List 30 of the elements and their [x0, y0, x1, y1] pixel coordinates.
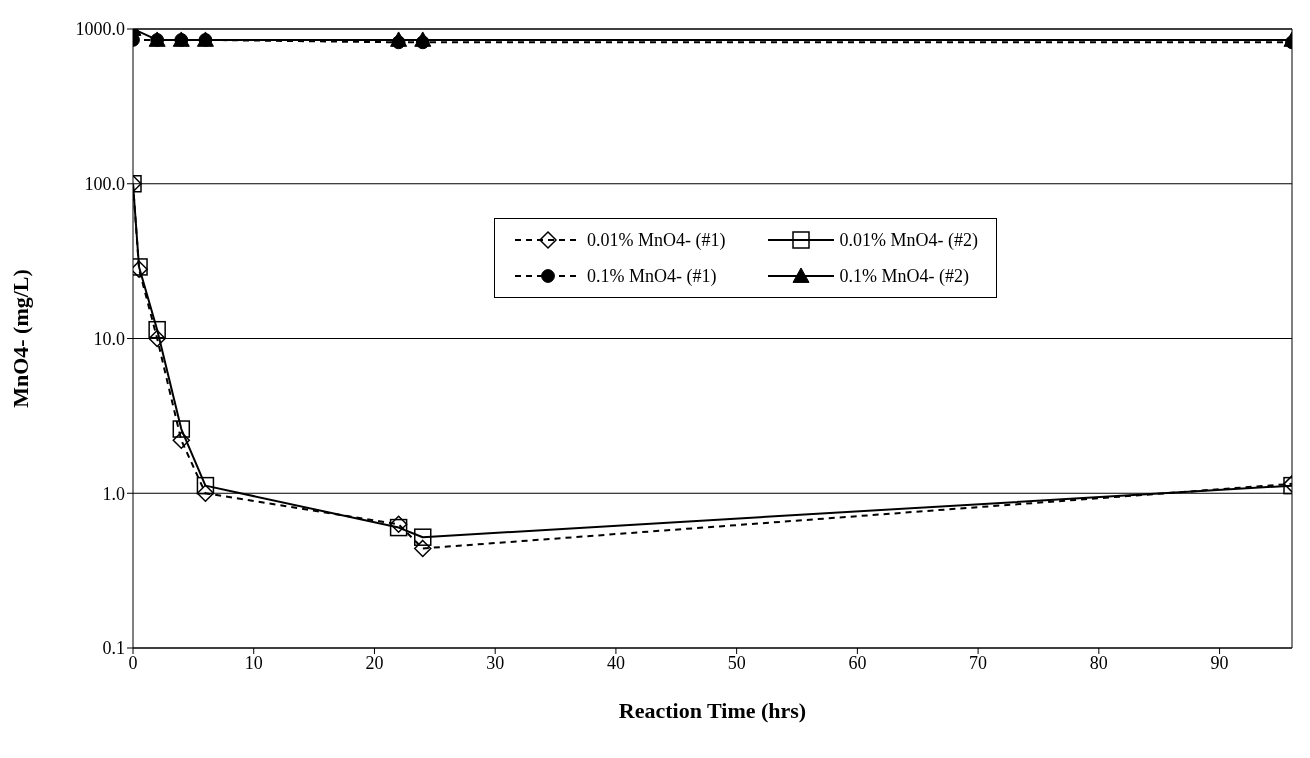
- point: [414, 539, 432, 558]
- x-tick-label: 30: [486, 652, 505, 673]
- x-tick-label: 20: [365, 652, 384, 673]
- legend-label: 0.1% MnO4- (#2): [839, 265, 969, 287]
- x-tick-label: 0: [128, 652, 138, 673]
- y-tick-label: 100.0: [84, 174, 125, 195]
- y-axis-title: MnO4- (mg/L): [7, 269, 33, 408]
- legend-label: 0.01% MnO4- (#2): [839, 229, 978, 251]
- point: [390, 31, 408, 47]
- legend-label: 0.1% MnO4- (#1): [587, 265, 717, 287]
- x-tick-label: 80: [1089, 652, 1108, 673]
- y-tick-label: 0.1: [102, 638, 125, 659]
- point: [196, 484, 215, 502]
- point: [414, 528, 432, 546]
- y-tick-label: 1000.0: [75, 19, 125, 40]
- y-tick-label: 1.0: [102, 483, 125, 504]
- x-tick-label: 50: [727, 652, 746, 673]
- x-tick-label: 60: [848, 652, 867, 673]
- point: [196, 476, 215, 495]
- point: [148, 320, 166, 339]
- y-tick-label: 10.0: [93, 328, 125, 349]
- x-axis-title: Reaction Time (hrs): [618, 698, 807, 723]
- x-tick-label: 90: [1210, 652, 1229, 673]
- x-tick-label: 10: [244, 652, 263, 673]
- legend-label: 0.01% MnO4- (#1): [587, 229, 726, 251]
- point: [172, 420, 191, 438]
- x-tick-label: 70: [969, 652, 988, 673]
- point: [148, 329, 166, 348]
- x-tick-label: 40: [606, 652, 625, 673]
- point: [414, 31, 432, 47]
